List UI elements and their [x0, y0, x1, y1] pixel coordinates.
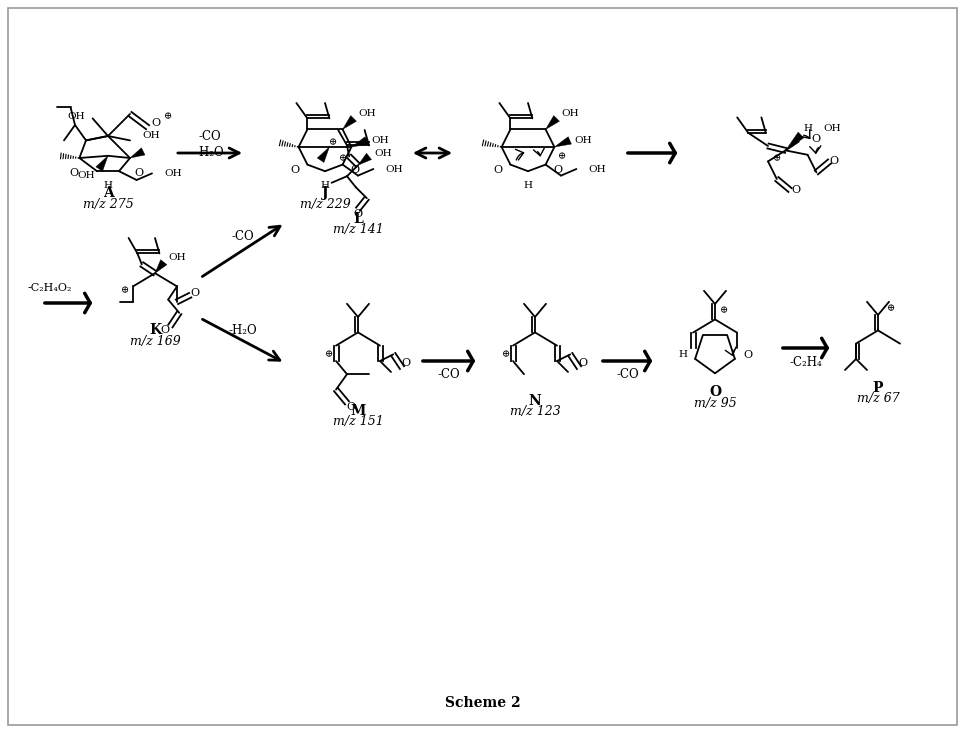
Text: ⊕: ⊕ — [503, 350, 510, 359]
Text: ⊕: ⊕ — [559, 152, 566, 161]
Text: O: O — [134, 168, 143, 177]
Text: OH: OH — [374, 149, 392, 158]
Text: m/z 275: m/z 275 — [83, 198, 133, 210]
Text: H: H — [523, 181, 533, 190]
Text: -CO: -CO — [438, 369, 460, 381]
Text: O: O — [290, 165, 300, 174]
Text: m/z 67: m/z 67 — [857, 392, 899, 405]
Text: -CO: -CO — [232, 229, 255, 243]
Polygon shape — [545, 116, 560, 130]
Text: OH: OH — [359, 109, 376, 118]
Text: Scheme 2: Scheme 2 — [445, 696, 520, 710]
Text: O: O — [709, 385, 721, 399]
Text: O: O — [190, 288, 199, 298]
Polygon shape — [96, 156, 108, 172]
Text: ⊕: ⊕ — [773, 155, 781, 163]
Text: H: H — [803, 124, 813, 133]
Text: A: A — [102, 186, 113, 200]
Text: O: O — [812, 134, 821, 144]
Text: O: O — [69, 168, 79, 177]
Text: ⊕: ⊕ — [887, 304, 896, 313]
Text: OH: OH — [142, 131, 159, 140]
Text: m/z 229: m/z 229 — [299, 198, 350, 210]
FancyArrowPatch shape — [726, 347, 736, 356]
Text: P: P — [872, 380, 883, 394]
Text: H: H — [103, 181, 113, 190]
Text: O: O — [350, 165, 359, 174]
Text: O: O — [494, 165, 503, 174]
Text: N: N — [529, 394, 541, 408]
Text: -C₂H₄: -C₂H₄ — [789, 356, 822, 369]
FancyArrowPatch shape — [534, 148, 544, 155]
Text: m/z 141: m/z 141 — [333, 224, 383, 237]
Text: O: O — [152, 118, 160, 128]
FancyArrowPatch shape — [810, 146, 821, 153]
Text: O: O — [579, 358, 588, 368]
Text: OH: OH — [823, 124, 841, 133]
Text: H: H — [678, 350, 687, 359]
Text: ⊕: ⊕ — [720, 306, 728, 315]
Polygon shape — [351, 137, 369, 147]
Polygon shape — [343, 116, 356, 130]
Polygon shape — [358, 153, 372, 165]
Text: O: O — [353, 209, 363, 218]
Polygon shape — [155, 259, 167, 273]
Text: OH: OH — [562, 109, 579, 118]
Polygon shape — [555, 137, 571, 147]
Text: M: M — [350, 404, 366, 418]
Text: ⊕: ⊕ — [163, 113, 172, 122]
Text: OH: OH — [67, 111, 85, 121]
Text: m/z 151: m/z 151 — [333, 416, 383, 429]
Polygon shape — [786, 132, 804, 150]
FancyArrowPatch shape — [515, 150, 524, 160]
Text: L: L — [353, 212, 363, 226]
Text: OH: OH — [169, 253, 186, 262]
Text: ⊕: ⊕ — [121, 287, 129, 295]
Text: -H₂O: -H₂O — [196, 147, 224, 160]
Text: O: O — [553, 165, 563, 174]
Text: OH: OH — [575, 136, 593, 145]
Text: ⊕: ⊕ — [339, 154, 346, 163]
Text: O: O — [830, 156, 839, 166]
Polygon shape — [130, 148, 145, 158]
Text: m/z 95: m/z 95 — [694, 397, 736, 410]
Text: ⊕: ⊕ — [329, 139, 338, 147]
Text: J: J — [321, 186, 328, 200]
Polygon shape — [317, 147, 329, 163]
Text: O: O — [401, 358, 411, 368]
Text: OH: OH — [77, 171, 96, 180]
FancyArrowPatch shape — [801, 130, 810, 139]
Text: -CO: -CO — [617, 369, 639, 381]
Text: K: K — [149, 323, 161, 337]
Text: -C₂H₄O₂: -C₂H₄O₂ — [28, 283, 72, 293]
Text: -CO: -CO — [199, 130, 221, 144]
Text: O: O — [346, 402, 356, 412]
Text: O: O — [743, 350, 752, 360]
Text: OH: OH — [372, 136, 390, 145]
Text: m/z 169: m/z 169 — [129, 335, 180, 348]
Text: ⊕: ⊕ — [325, 350, 334, 359]
Text: -H₂O: -H₂O — [229, 323, 258, 336]
Text: H: H — [320, 181, 329, 190]
Text: OH: OH — [589, 164, 606, 174]
Text: O: O — [791, 185, 801, 195]
Text: m/z 123: m/z 123 — [510, 405, 561, 418]
Text: O: O — [161, 325, 170, 336]
Text: OH: OH — [385, 164, 403, 174]
Text: OH: OH — [164, 169, 181, 178]
